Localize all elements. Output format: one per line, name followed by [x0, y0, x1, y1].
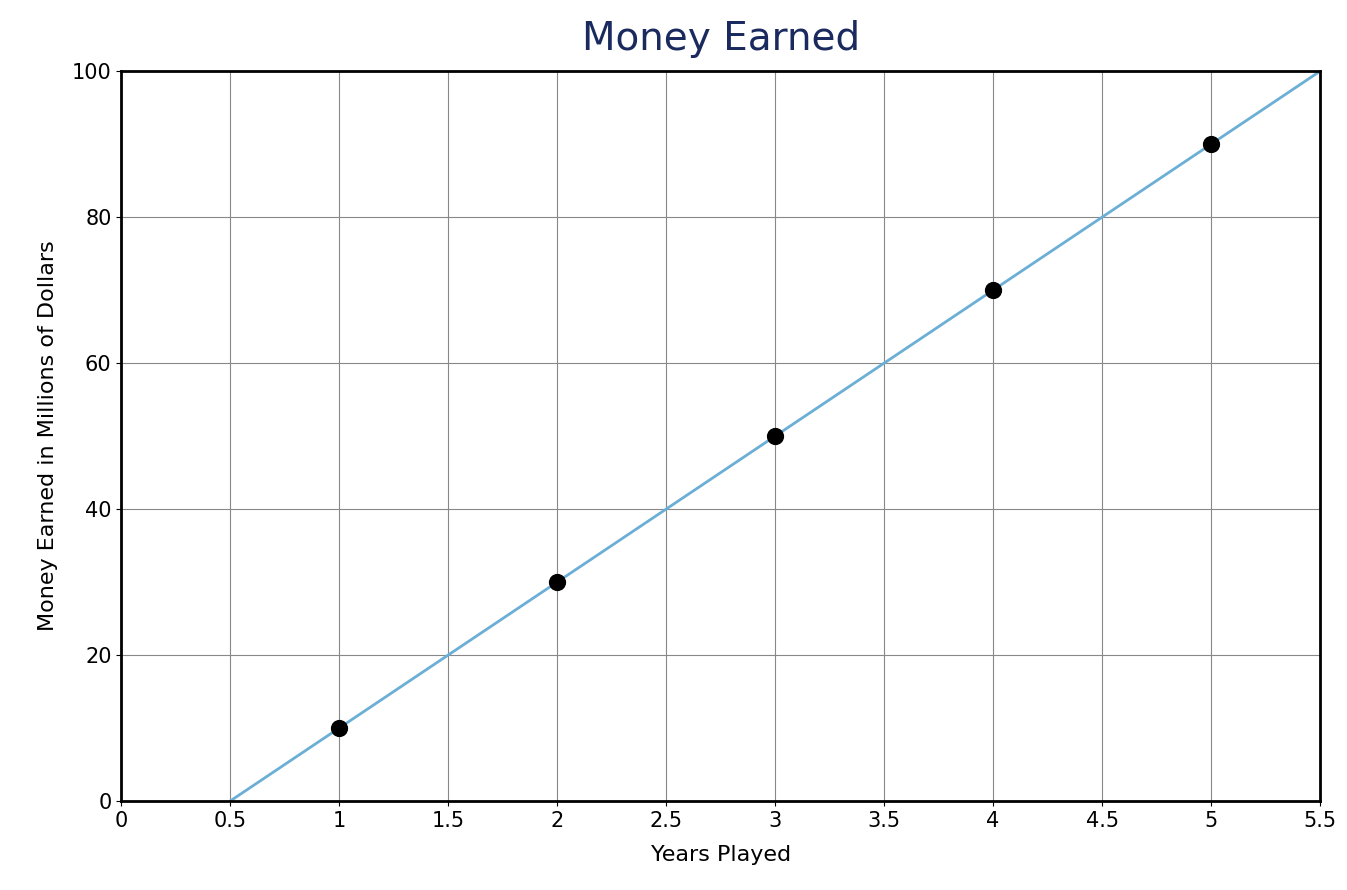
Point: [329, 721, 350, 735]
Point: [982, 283, 1004, 297]
Y-axis label: Money Earned in Millions of Dollars: Money Earned in Millions of Dollars: [38, 240, 58, 632]
Title: Money Earned: Money Earned: [582, 20, 859, 59]
Point: [1200, 137, 1222, 151]
Point: [547, 575, 568, 589]
X-axis label: Years Played: Years Played: [651, 845, 791, 864]
Point: [764, 429, 785, 443]
